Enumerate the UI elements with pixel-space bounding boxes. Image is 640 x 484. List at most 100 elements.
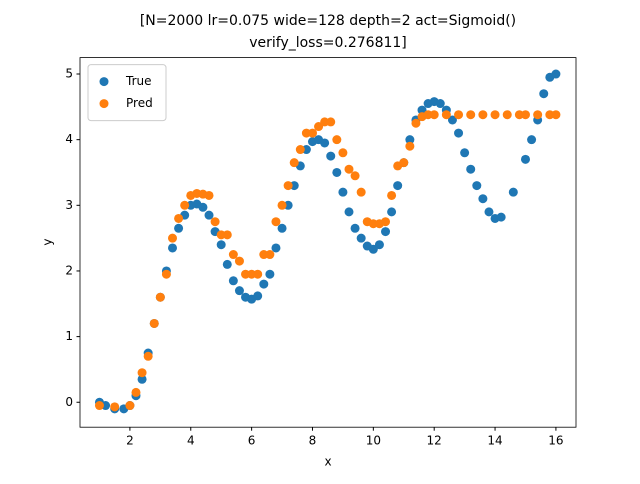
chart-subtitle: verify_loss=0.276811] xyxy=(249,35,407,51)
point xyxy=(502,110,512,120)
point xyxy=(94,401,104,411)
point xyxy=(295,145,305,155)
point xyxy=(307,128,317,138)
point xyxy=(496,212,506,222)
x-tick-label: 8 xyxy=(309,434,317,448)
point xyxy=(356,187,366,197)
plot-frame xyxy=(79,57,577,428)
point xyxy=(381,227,391,237)
point xyxy=(168,233,178,243)
point xyxy=(393,181,403,191)
point xyxy=(332,167,342,177)
point xyxy=(441,110,451,120)
point xyxy=(490,110,500,120)
point xyxy=(265,269,275,279)
point xyxy=(551,69,561,79)
point xyxy=(520,110,530,120)
y-tick-label: 5 xyxy=(65,67,73,81)
point xyxy=(277,200,287,210)
point xyxy=(234,256,244,266)
point xyxy=(210,217,220,227)
point xyxy=(265,250,275,260)
point xyxy=(405,135,415,145)
point xyxy=(204,190,214,200)
point xyxy=(399,158,409,168)
point xyxy=(277,223,287,233)
point xyxy=(174,213,184,223)
point xyxy=(478,194,488,204)
point xyxy=(283,181,293,191)
point xyxy=(472,181,482,191)
point xyxy=(143,351,153,361)
point xyxy=(332,135,342,145)
point xyxy=(447,115,457,125)
x-tick-label: 10 xyxy=(366,434,381,448)
point xyxy=(484,207,494,217)
y-tick-label: 2 xyxy=(65,263,73,277)
point xyxy=(338,187,348,197)
point xyxy=(520,154,530,164)
point xyxy=(228,276,238,286)
point xyxy=(137,374,147,384)
point xyxy=(326,151,336,161)
point xyxy=(253,269,263,279)
x-tick-label: 2 xyxy=(126,434,134,448)
point xyxy=(271,243,281,253)
point xyxy=(155,292,165,302)
point xyxy=(271,217,281,227)
legend-marker xyxy=(99,77,109,87)
point xyxy=(466,110,476,120)
point xyxy=(137,368,147,378)
point xyxy=(508,187,518,197)
point xyxy=(320,138,330,148)
point xyxy=(387,207,397,217)
point xyxy=(338,148,348,158)
point xyxy=(533,110,543,120)
y-axis-label: y xyxy=(41,238,55,245)
x-tick-label: 12 xyxy=(427,434,442,448)
point xyxy=(222,230,232,240)
y-tick-label: 4 xyxy=(65,132,73,146)
point xyxy=(381,217,391,227)
legend-marker xyxy=(99,99,109,109)
x-tick-label: 16 xyxy=(548,434,563,448)
point xyxy=(131,387,141,397)
point xyxy=(350,171,360,181)
point xyxy=(374,240,384,250)
x-tick-label: 6 xyxy=(248,434,256,448)
point xyxy=(387,190,397,200)
point xyxy=(168,243,178,253)
legend-label: Pred xyxy=(126,96,153,110)
point xyxy=(222,259,232,269)
point xyxy=(539,89,549,99)
point xyxy=(259,279,269,289)
point xyxy=(527,135,537,145)
point xyxy=(125,401,135,411)
x-tick-label: 14 xyxy=(487,434,502,448)
point xyxy=(253,291,263,301)
legend-box xyxy=(87,64,167,122)
x-axis-label: x xyxy=(324,455,331,469)
point xyxy=(326,117,336,127)
point xyxy=(344,207,354,217)
point xyxy=(350,223,360,233)
y-tick-label: 0 xyxy=(65,395,73,409)
point xyxy=(198,202,208,212)
point xyxy=(429,110,439,120)
point xyxy=(234,286,244,296)
point xyxy=(356,233,366,243)
point xyxy=(454,110,464,120)
point xyxy=(110,402,120,412)
point xyxy=(405,141,415,151)
point xyxy=(289,158,299,168)
y-tick-label: 3 xyxy=(65,198,73,212)
point xyxy=(149,318,159,328)
point xyxy=(435,99,445,109)
point xyxy=(216,240,226,250)
point xyxy=(478,110,488,120)
point xyxy=(551,110,561,120)
x-tick-label: 4 xyxy=(187,434,195,448)
point xyxy=(174,223,184,233)
chart-title: [N=2000 lr=0.075 wide=128 depth=2 act=Si… xyxy=(140,13,516,29)
legend-label: True xyxy=(125,74,152,88)
